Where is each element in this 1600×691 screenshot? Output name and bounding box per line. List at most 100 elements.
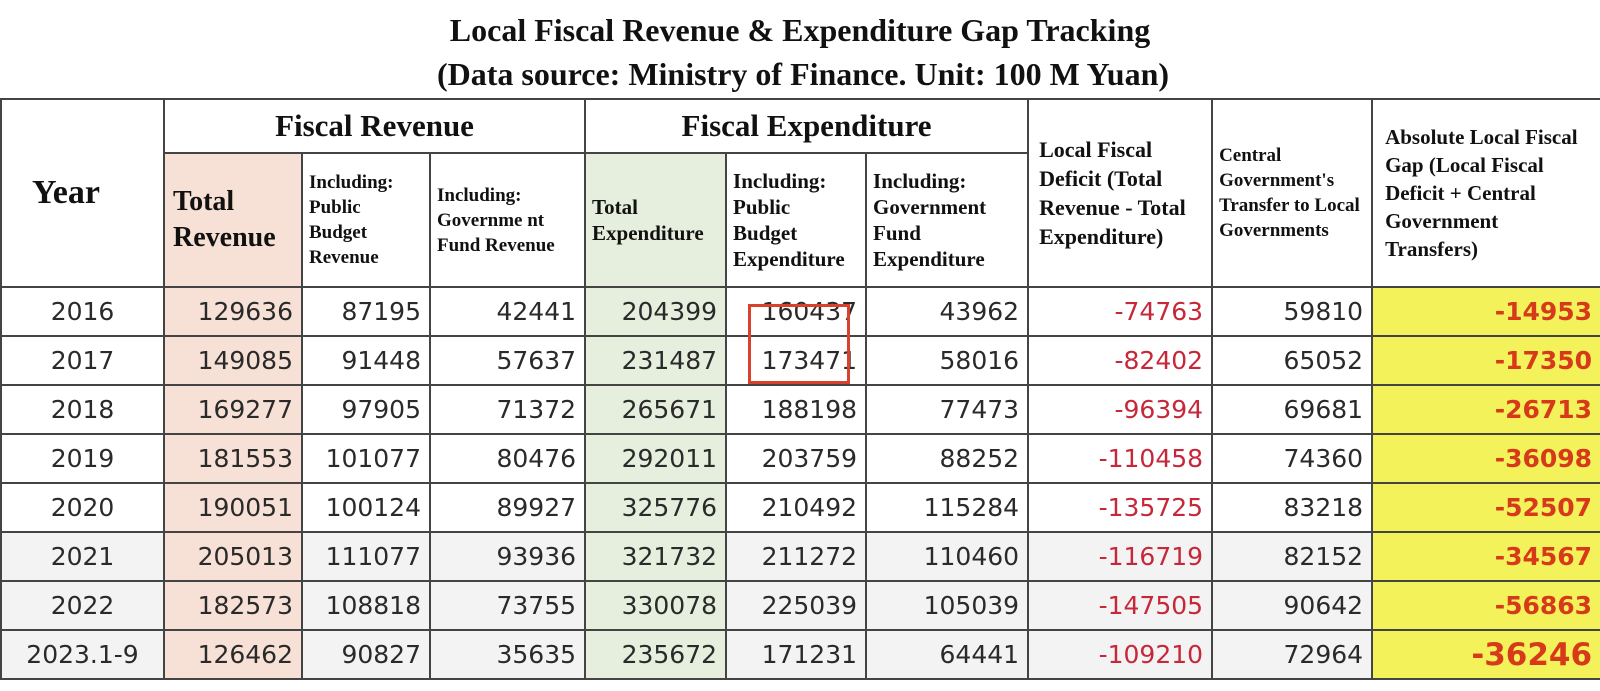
cell-year: 2020 <box>0 482 165 533</box>
cell-total-revenue: 149085 <box>163 335 303 386</box>
header-fiscal-revenue: Fiscal Revenue <box>162 98 587 154</box>
cell-public-budget-revenue: 97905 <box>301 384 431 435</box>
cell-central-transfer: 83218 <box>1211 482 1374 533</box>
cell-year: 2018 <box>0 384 165 435</box>
cell-absolute-gap: -36098 <box>1371 433 1600 484</box>
cell-absolute-gap: -52507 <box>1371 482 1600 533</box>
table-row: 2021 205013 111077 93936 321732 211272 110460-… <box>0 531 1600 582</box>
cell-total-expenditure: 235672 <box>584 629 728 680</box>
cell-total-expenditure: 204399 <box>584 286 728 337</box>
cell-central-transfer: 69681 <box>1211 384 1374 435</box>
cell-central-transfer: 90642 <box>1211 580 1374 631</box>
cell-public-budget-revenue: 90827 <box>301 629 431 680</box>
cell-public-budget-revenue: 101077 <box>301 433 431 484</box>
cell-total-expenditure: 265671 <box>584 384 728 435</box>
header-public-budget-expenditure: Including: Public Budget Expenditure <box>725 152 868 288</box>
cell-public-budget-revenue: 108818 <box>301 580 431 631</box>
cell-government-fund-expenditure: 110460 <box>865 531 1030 582</box>
cell-central-transfer: 74360 <box>1211 433 1374 484</box>
cell-absolute-gap: -36246 <box>1371 629 1600 680</box>
cell-public-budget-revenue: 100124 <box>301 482 431 533</box>
cell-absolute-gap: -14953 <box>1371 286 1600 337</box>
fiscal-table: Year Fiscal Revenue Fiscal Expenditure L… <box>0 98 1600 680</box>
cell-central-transfer: 65052 <box>1211 335 1374 386</box>
header-fiscal-expenditure: Fiscal Expenditure <box>584 98 1030 154</box>
cell-total-revenue: 182573 <box>163 580 303 631</box>
cell-total-expenditure: 321732 <box>584 531 728 582</box>
cell-government-fund-revenue: 71372 <box>428 384 587 435</box>
cell-government-fund-revenue: 80476 <box>428 433 587 484</box>
cell-local-fiscal-deficit: -74763 <box>1027 286 1214 337</box>
page-title: Local Fiscal Revenue & Expenditure Gap T… <box>0 8 1600 98</box>
cell-government-fund-expenditure: 88252 <box>865 433 1030 484</box>
header-year: Year <box>0 98 165 288</box>
cell-total-expenditure: 330078 <box>584 580 728 631</box>
cell-total-expenditure: 231487 <box>584 335 728 386</box>
cell-government-fund-revenue: 57637 <box>428 335 587 386</box>
cell-government-fund-expenditure: 77473 <box>865 384 1030 435</box>
table-row: 2020 190051 100124 89927 325776 210492 115284-… <box>0 482 1600 533</box>
cell-public-budget-expenditure: 188198 <box>725 384 868 435</box>
header-total-revenue: Total Revenue <box>163 152 303 288</box>
header-local-fiscal-deficit: Local Fiscal Deficit (Total Revenue - To… <box>1027 98 1214 288</box>
cell-local-fiscal-deficit: -110458 <box>1027 433 1214 484</box>
cell-local-fiscal-deficit: -135725 <box>1027 482 1214 533</box>
title-line-2: (Data source: Ministry of Finance. Unit:… <box>436 56 1170 92</box>
header-government-fund-expenditure: Including: Government Fund Expenditure <box>865 152 1030 288</box>
cell-public-budget-expenditure: 173471 <box>725 335 868 386</box>
cell-public-budget-expenditure: 160437 <box>725 286 868 337</box>
header-absolute-gap: Absolute Local Fiscal Gap (Local Fiscal … <box>1371 98 1600 288</box>
cell-total-revenue: 190051 <box>163 482 303 533</box>
cell-government-fund-revenue: 93936 <box>428 531 587 582</box>
header-central-transfer: Central Government's Transfer to Local G… <box>1211 98 1374 288</box>
cell-government-fund-revenue: 73755 <box>428 580 587 631</box>
header-public-budget-revenue: Including: Public Budget Revenue <box>301 152 431 288</box>
cell-government-fund-expenditure: 58016 <box>865 335 1030 386</box>
table-row: 2018 169277 97905 71372 265671 188198 77473 -96… <box>0 384 1600 435</box>
cell-absolute-gap: -26713 <box>1371 384 1600 435</box>
cell-government-fund-revenue: 35635 <box>428 629 587 680</box>
cell-total-expenditure: 325776 <box>584 482 728 533</box>
cell-central-transfer: 72964 <box>1211 629 1374 680</box>
cell-government-fund-expenditure: 105039 <box>865 580 1030 631</box>
header-government-fund-revenue: Including: Governme nt Fund Revenue <box>428 152 587 288</box>
cell-total-revenue: 205013 <box>163 531 303 582</box>
cell-local-fiscal-deficit: -82402 <box>1027 335 1214 386</box>
cell-total-revenue: 181553 <box>163 433 303 484</box>
cell-public-budget-expenditure: 203759 <box>725 433 868 484</box>
cell-public-budget-expenditure: 210492 <box>725 482 868 533</box>
cell-total-expenditure: 292011 <box>584 433 728 484</box>
cell-public-budget-revenue: 87195 <box>301 286 431 337</box>
cell-absolute-gap: -34567 <box>1371 531 1600 582</box>
table-row: 2016 129636 87195 42441 204399 160437 43962 -74… <box>0 286 1600 337</box>
header-total-expenditure: Total Expenditure <box>584 152 728 288</box>
cell-absolute-gap: -17350 <box>1371 335 1600 386</box>
cell-government-fund-expenditure: 64441 <box>865 629 1030 680</box>
cell-year: 2016 <box>0 286 165 337</box>
cell-year: 2021 <box>0 531 165 582</box>
cell-year: 2022 <box>0 580 165 631</box>
cell-government-fund-expenditure: 115284 <box>865 482 1030 533</box>
cell-public-budget-revenue: 111077 <box>301 531 431 582</box>
cell-central-transfer: 82152 <box>1211 531 1374 582</box>
cell-central-transfer: 59810 <box>1211 286 1374 337</box>
cell-government-fund-revenue: 89927 <box>428 482 587 533</box>
cell-local-fiscal-deficit: -109210 <box>1027 629 1214 680</box>
cell-public-budget-expenditure: 211272 <box>725 531 868 582</box>
table-row: 2017 149085 91448 57637 231487 173471 58016 -82… <box>0 335 1600 386</box>
table-row: 2023.1-9 126462 90827 35635 235672 171231 6444… <box>0 629 1600 680</box>
cell-government-fund-revenue: 42441 <box>428 286 587 337</box>
table-row: 2022 182573 108818 73755 330078 225039 105039-… <box>0 580 1600 631</box>
table-header: Year Fiscal Revenue Fiscal Expenditure L… <box>0 98 1600 288</box>
cell-public-budget-revenue: 91448 <box>301 335 431 386</box>
cell-total-revenue: 126462 <box>163 629 303 680</box>
cell-local-fiscal-deficit: -147505 <box>1027 580 1214 631</box>
table-row: 2019 181553 101077 80476 292011 203759 88252 -1… <box>0 433 1600 484</box>
cell-local-fiscal-deficit: -96394 <box>1027 384 1214 435</box>
table-body: 2016 129636 87195 42441 204399 160437 43962 -74… <box>0 286 1600 680</box>
cell-local-fiscal-deficit: -116719 <box>1027 531 1214 582</box>
cell-public-budget-expenditure: 225039 <box>725 580 868 631</box>
cell-year: 2023.1-9 <box>0 629 165 680</box>
title-line-1: Local Fiscal Revenue & Expenditure Gap T… <box>449 12 1151 48</box>
cell-government-fund-expenditure: 43962 <box>865 286 1030 337</box>
